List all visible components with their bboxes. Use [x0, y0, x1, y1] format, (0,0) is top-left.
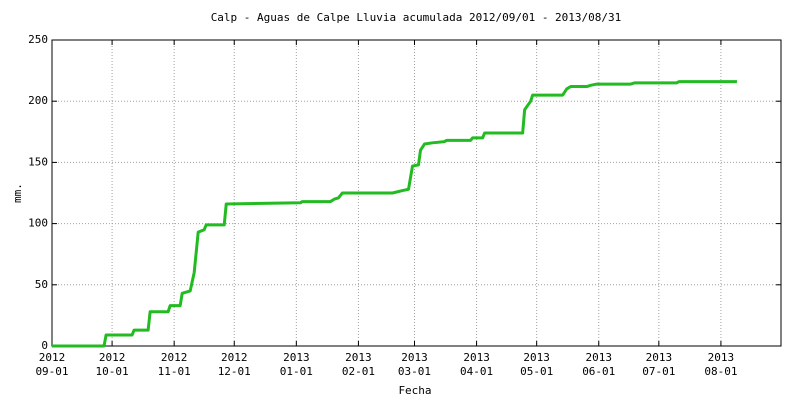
y-tick-label: 100 [28, 217, 48, 230]
x-tick-label-line: 11-01 [158, 365, 191, 378]
x-tick-label-line: 01-01 [280, 365, 313, 378]
x-tick-label-line: 2013 [708, 351, 735, 364]
x-tick-label: 2012 09-01 [35, 351, 68, 378]
x-tick-label-line: 2013 [463, 351, 490, 364]
x-tick-label-line: 2013 [283, 351, 310, 364]
x-tick-label-line: 2012 [221, 351, 248, 364]
x-tick-label-line: 2013 [586, 351, 613, 364]
x-tick-label-line: 2012 [161, 351, 188, 364]
x-tick-label-line: 02-01 [342, 365, 375, 378]
x-tick-label: 2013 02-01 [342, 351, 375, 378]
x-tick-label-line: 04-01 [460, 365, 493, 378]
x-tick-label-line: 05-01 [520, 365, 553, 378]
x-tick-label: 2013 06-01 [582, 351, 615, 378]
x-tick-label-line: 06-01 [582, 365, 615, 378]
x-tick-label-line: 2013 [646, 351, 673, 364]
x-tick-label-line: 2013 [345, 351, 372, 364]
y-axis-label: mm. [11, 183, 24, 203]
y-tick-label: 250 [28, 33, 48, 46]
x-tick-label-line: 2012 [99, 351, 126, 364]
x-tick-label-line: 2013 [401, 351, 428, 364]
x-tick-label: 2013 08-01 [704, 351, 737, 378]
x-tick-label: 2013 03-01 [398, 351, 431, 378]
data-line [52, 80, 737, 348]
x-tick-label: 2013 07-01 [642, 351, 675, 378]
y-tick-label: 150 [28, 155, 48, 168]
x-tick-label-line: 2012 [39, 351, 66, 364]
x-tick-label: 2013 04-01 [460, 351, 493, 378]
x-tick-label: 2013 01-01 [280, 351, 313, 378]
x-tick-label-line: 10-01 [96, 365, 129, 378]
x-tick-label-line: 08-01 [704, 365, 737, 378]
x-tick-label-line: 2013 [523, 351, 550, 364]
y-tick-label: 50 [35, 278, 48, 291]
y-tick-label: 200 [28, 94, 48, 107]
x-tick-label: 2013 05-01 [520, 351, 553, 378]
chart-title: Calp - Aguas de Calpe Lluvia acumulada 2… [211, 11, 622, 24]
x-axis-label: Fecha [398, 384, 431, 397]
x-tick-label-line: 09-01 [35, 365, 68, 378]
x-tick-label-line: 03-01 [398, 365, 431, 378]
y-tick-label: 0 [41, 339, 48, 352]
x-tick-label: 2012 10-01 [96, 351, 129, 378]
x-tick-label: 2012 12-01 [218, 351, 251, 378]
x-tick-label-line: 07-01 [642, 365, 675, 378]
x-tick-label-line: 12-01 [218, 365, 251, 378]
plot-frame [51, 39, 782, 347]
x-tick-label: 2012 11-01 [158, 351, 191, 378]
